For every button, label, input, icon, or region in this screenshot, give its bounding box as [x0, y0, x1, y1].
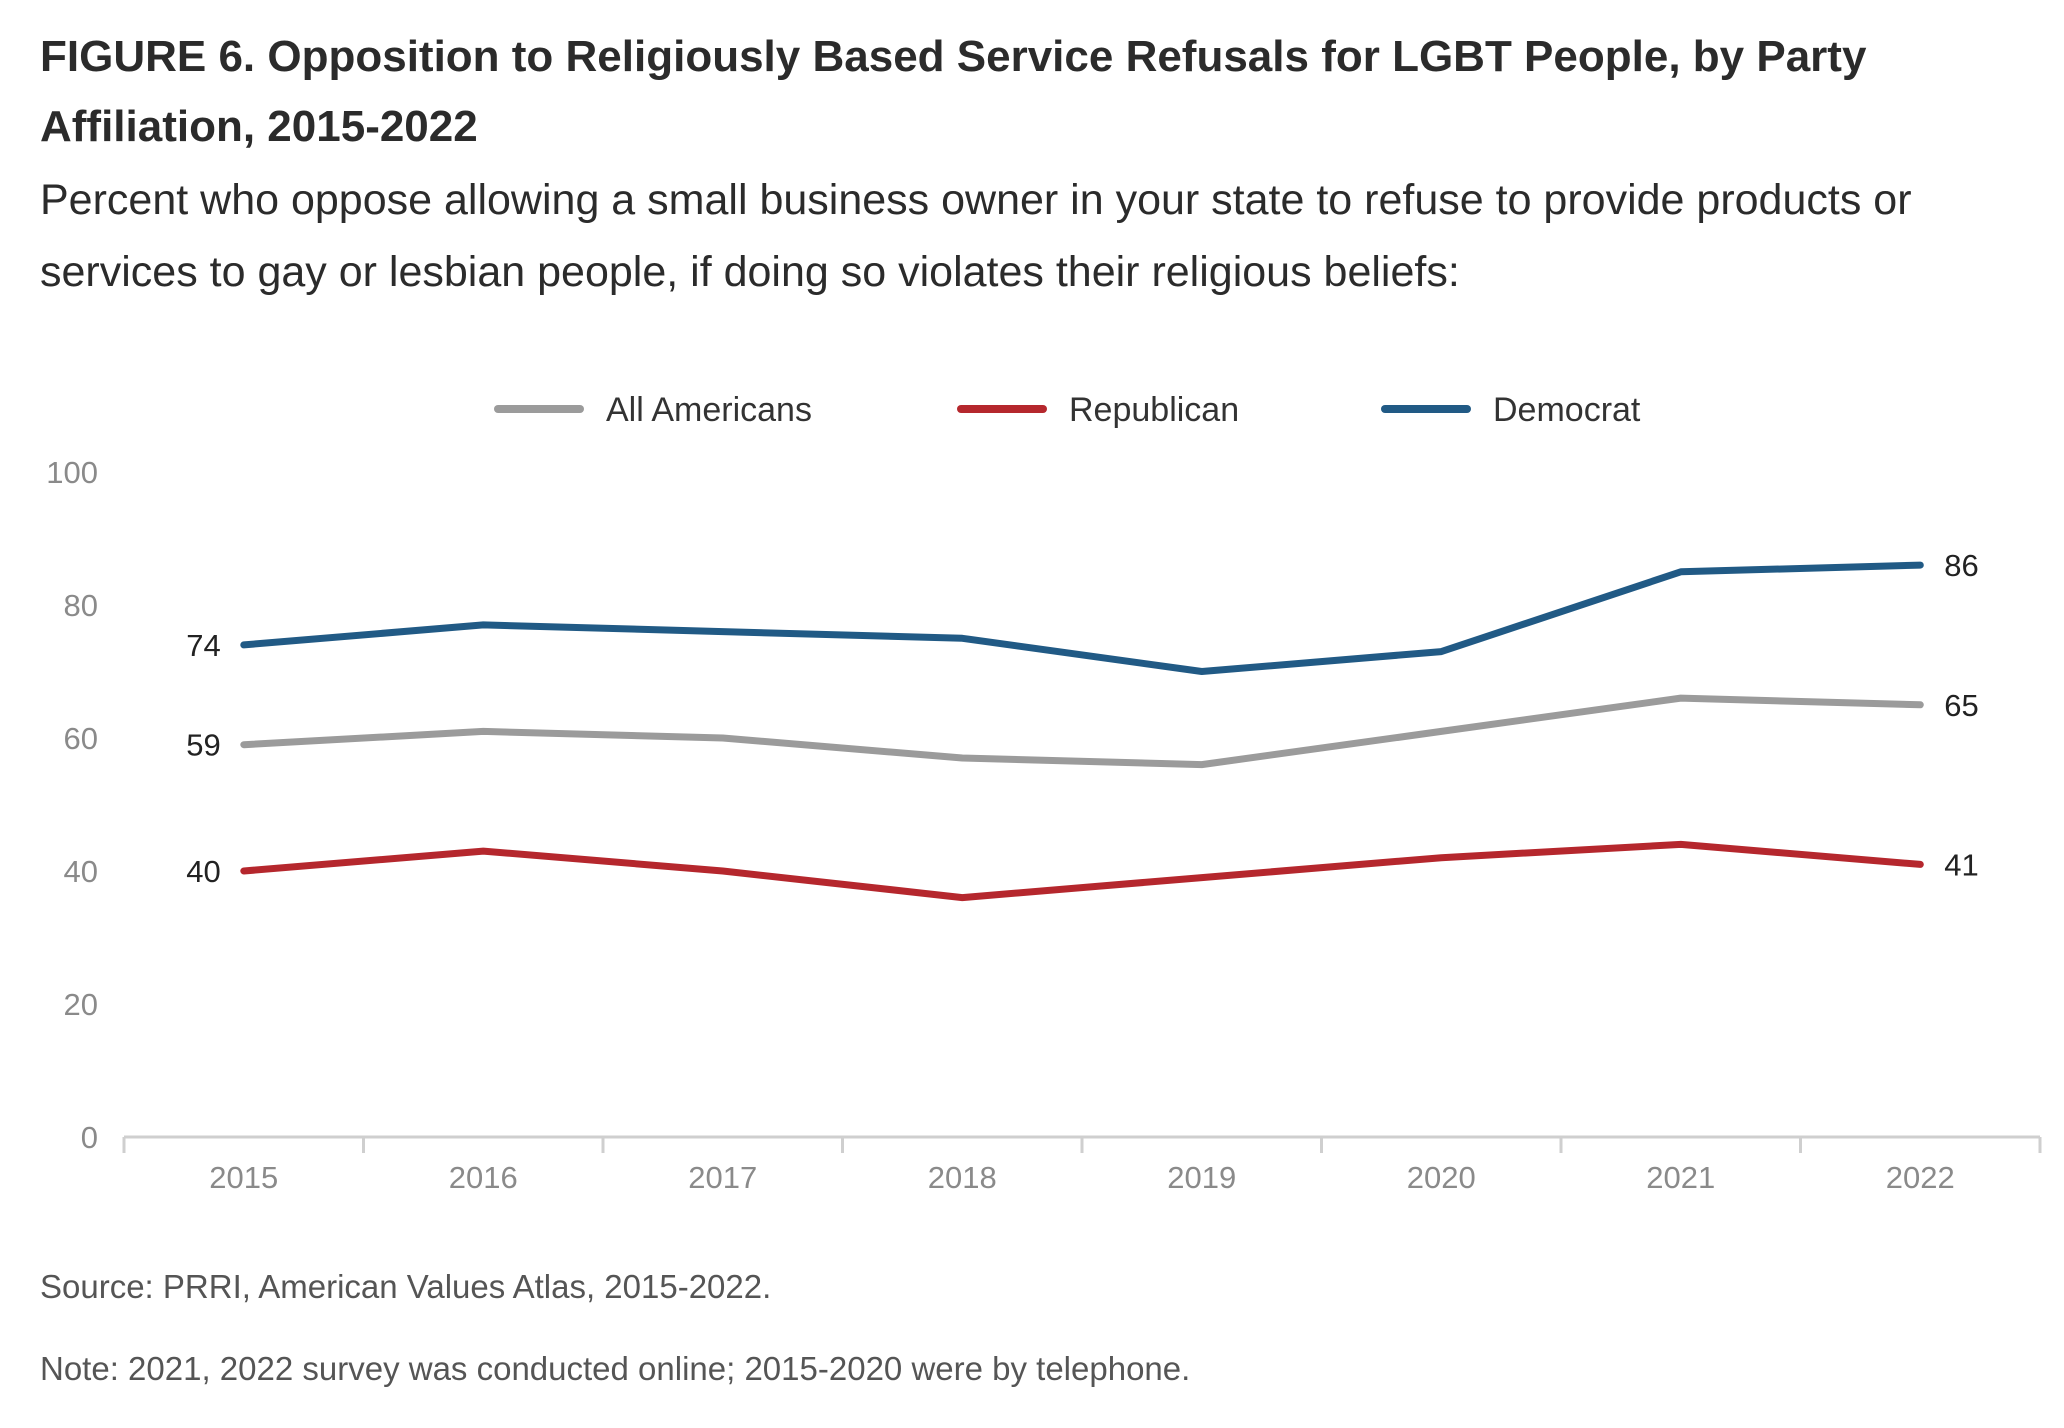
y-tick-label: 40 [64, 854, 98, 889]
x-tick-label: 2019 [1167, 1160, 1236, 1195]
x-tick-label: 2021 [1646, 1160, 1715, 1195]
chart-title: FIGURE 6. Opposition to Religiously Base… [40, 32, 1867, 151]
data-label-first: 59 [186, 728, 220, 763]
y-axis: 0 20 40 60 80 100 [46, 455, 98, 1155]
legend-label: Republican [1069, 391, 1239, 429]
method-note: Note: 2021, 2022 survey was conducted on… [40, 1350, 1191, 1387]
x-tick-label: 2018 [928, 1160, 997, 1195]
y-tick-label: 100 [46, 455, 98, 490]
y-tick-label: 20 [64, 987, 98, 1022]
data-label-last: 65 [1944, 688, 1978, 723]
line-chart: All Americans Republican Democrat 0 20 40 60 8… [46, 391, 2042, 1195]
legend-label: All Americans [606, 391, 812, 429]
data-labels: 59 65 40 41 74 86 [186, 548, 1978, 889]
chart-subtitle: Percent who oppose allowing a small busi… [40, 176, 1912, 296]
series-line-republican [240, 840, 1924, 902]
x-tick-label: 2017 [688, 1160, 757, 1195]
series-lines [240, 561, 1924, 902]
x-tick-label: 2020 [1407, 1160, 1476, 1195]
legend-item: Democrat [1381, 391, 1641, 429]
data-label-first: 40 [186, 854, 220, 889]
data-label-last: 86 [1944, 548, 1978, 583]
series-line-democrat [240, 561, 1924, 675]
y-tick-label: 80 [64, 588, 98, 623]
x-axis: 2015 2016 2017 2018 2019 2020 2021 2022 [122, 1135, 2042, 1195]
source-note: Source: PRRI, American Values Atlas, 201… [40, 1268, 772, 1305]
y-tick-label: 0 [81, 1120, 98, 1155]
x-tick-label: 2022 [1886, 1160, 1955, 1195]
x-tick-label: 2015 [209, 1160, 278, 1195]
legend-item: All Americans [494, 391, 812, 429]
data-label-last: 41 [1944, 847, 1978, 882]
legend-label: Democrat [1493, 391, 1641, 429]
x-tick-label: 2016 [449, 1160, 518, 1195]
legend: All Americans Republican Democrat [494, 391, 1641, 429]
data-label-first: 74 [186, 628, 220, 663]
y-tick-label: 60 [64, 721, 98, 756]
series-line-all-americans [240, 694, 1924, 769]
legend-item: Republican [957, 391, 1239, 429]
